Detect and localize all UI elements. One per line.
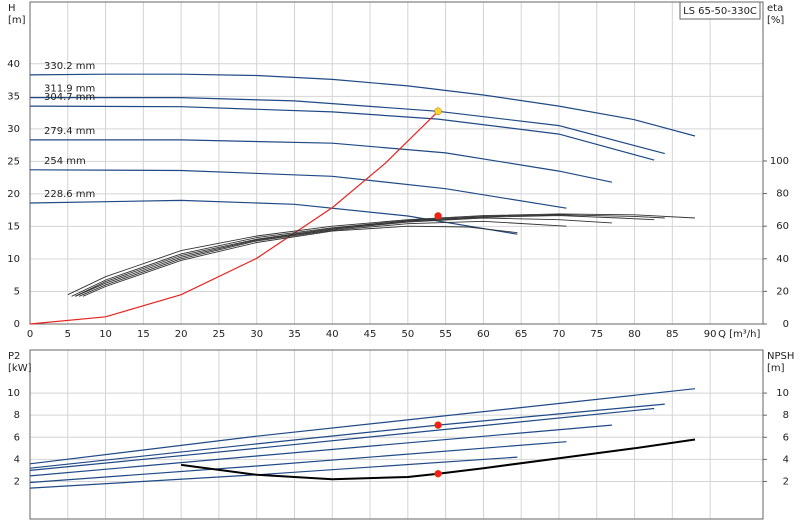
y2-tick-label: 0 bbox=[783, 319, 789, 330]
curve bbox=[82, 225, 518, 297]
x-tick-label: 65 bbox=[515, 329, 528, 340]
x-tick-label: 35 bbox=[288, 329, 301, 340]
head-chart: 0 5 10 15 20 25 30 35 40 45 50 55 60 65 70 75 80 85 90 0 5 10… bbox=[7, 1, 789, 340]
curve bbox=[75, 215, 655, 297]
plot-frame bbox=[29, 1, 764, 325]
x-tick-label: 30 bbox=[250, 329, 263, 340]
curve bbox=[29, 424, 612, 477]
y2-axis-unit: [m] bbox=[767, 363, 785, 374]
curve-label: 254 mm bbox=[44, 156, 86, 167]
y-axis-unit: [m] bbox=[8, 15, 26, 26]
chart-title: LS 65-50-330C bbox=[683, 6, 757, 17]
duty-point bbox=[434, 421, 442, 429]
x-tick-label: 0 bbox=[27, 329, 33, 340]
curve-label: 304.7 mm bbox=[44, 92, 95, 103]
curve-label: 228.6 mm bbox=[44, 189, 95, 200]
y-tick-label: 15 bbox=[7, 221, 20, 232]
y2-tick-label: 100 bbox=[770, 156, 789, 167]
y2-tick-label: 80 bbox=[776, 189, 789, 200]
x-tick-label: 85 bbox=[666, 329, 679, 340]
x-tick-label: 5 bbox=[65, 329, 71, 340]
y-tick-label: 35 bbox=[7, 91, 20, 102]
y-tick-label: 4 bbox=[14, 454, 20, 465]
curve-label: 311.9 mm bbox=[44, 84, 95, 95]
x-tick-label: 50 bbox=[401, 329, 414, 340]
curve-label: 279.4 mm bbox=[44, 126, 95, 137]
x-tick-label: 75 bbox=[590, 329, 603, 340]
curve bbox=[29, 199, 518, 235]
duty-point bbox=[434, 469, 442, 478]
curve bbox=[29, 73, 696, 137]
curve bbox=[75, 217, 612, 297]
x-tick-label: 80 bbox=[628, 329, 641, 340]
curve-label: 330.2 mm bbox=[44, 61, 95, 72]
plot-frame bbox=[29, 349, 764, 520]
y2-tick-label: 8 bbox=[783, 410, 789, 421]
y-tick-label: 2 bbox=[14, 476, 20, 487]
x-tick-label: 15 bbox=[137, 329, 150, 340]
curve bbox=[29, 441, 567, 484]
y2-axis-title: eta bbox=[767, 3, 783, 14]
curve bbox=[29, 105, 655, 161]
y2-tick-label: 60 bbox=[776, 221, 789, 232]
duty-point bbox=[434, 107, 442, 116]
curve bbox=[78, 220, 567, 297]
x-tick-label: 70 bbox=[553, 329, 566, 340]
y-tick-label: 6 bbox=[14, 432, 20, 443]
y2-tick-label: 20 bbox=[776, 286, 789, 297]
title-box bbox=[679, 1, 761, 20]
y-tick-label: 8 bbox=[14, 410, 20, 421]
y-tick-label: 40 bbox=[7, 59, 20, 70]
x-tick-label: 55 bbox=[439, 329, 452, 340]
y-tick-label: 20 bbox=[7, 189, 20, 200]
y-axis-title: H bbox=[8, 3, 16, 14]
curve bbox=[30, 139, 613, 183]
x-tick-label: 40 bbox=[326, 329, 339, 340]
y2-tick-label: 10 bbox=[776, 388, 789, 399]
y-axis-title: P2 bbox=[8, 351, 20, 362]
curve bbox=[29, 169, 567, 209]
y-tick-label: 10 bbox=[7, 388, 20, 399]
power-chart: 2 4 6 8 10 2 4 6 8 10 P2[kW] NPSH[m] bbox=[7, 349, 794, 520]
x-tick-label: 45 bbox=[364, 329, 377, 340]
curve bbox=[29, 110, 439, 325]
curve bbox=[29, 403, 665, 469]
y-axis-unit: [kW] bbox=[8, 363, 32, 374]
curve bbox=[29, 388, 696, 465]
y-tick-label: 0 bbox=[14, 319, 20, 330]
y-tick-label: 30 bbox=[7, 124, 20, 135]
y2-tick-label: 40 bbox=[776, 254, 789, 265]
y2-axis-title: NPSH bbox=[767, 351, 794, 362]
curve bbox=[71, 214, 665, 297]
y-tick-label: 10 bbox=[7, 254, 20, 265]
y-tick-label: 25 bbox=[7, 156, 20, 167]
duty-point bbox=[434, 212, 442, 220]
curve bbox=[67, 213, 696, 296]
x-tick-label: 90 bbox=[704, 329, 717, 340]
y2-tick-label: 6 bbox=[783, 432, 789, 443]
x-tick-label: 20 bbox=[175, 329, 188, 340]
x-tick-label: 25 bbox=[213, 329, 226, 340]
x-tick-label: 10 bbox=[99, 329, 112, 340]
x-tick-label: 60 bbox=[477, 329, 490, 340]
curve bbox=[30, 97, 665, 155]
y-tick-label: 5 bbox=[14, 286, 20, 297]
y2-tick-label: 4 bbox=[783, 454, 789, 465]
y2-tick-label: 2 bbox=[783, 476, 789, 487]
y2-axis-unit: [%] bbox=[767, 15, 784, 26]
x-axis-title: Q [m³/h] bbox=[718, 329, 760, 340]
curve bbox=[29, 407, 655, 471]
